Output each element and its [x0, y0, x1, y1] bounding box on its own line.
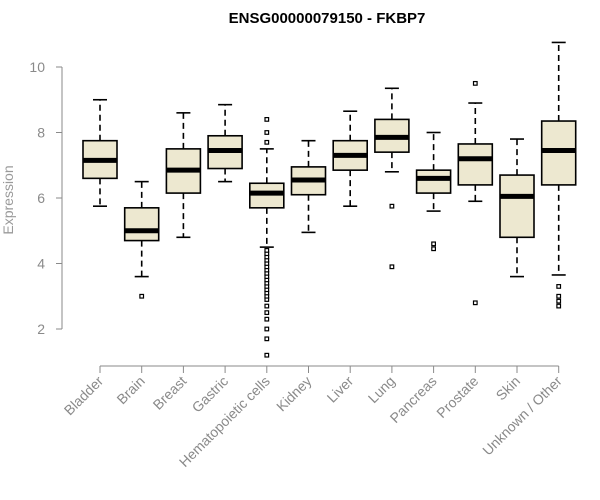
outlier-point	[264, 316, 270, 322]
box-gastric	[207, 103, 243, 183]
outlier-point	[556, 293, 562, 299]
y-tick-label: 6	[37, 190, 45, 206]
y-tick-label: 2	[37, 321, 45, 337]
boxes-layer	[82, 41, 577, 358]
box-prostate	[457, 80, 494, 306]
outlier-point	[556, 284, 562, 289]
y-tick-label: 4	[37, 256, 45, 272]
box-pancreas	[415, 131, 452, 252]
box-liver	[332, 110, 369, 207]
outlier-point	[264, 303, 270, 309]
chart-title: ENSG00000079150 - FKBP7	[229, 10, 426, 27]
outlier-point	[264, 336, 270, 342]
outlier-point	[264, 326, 270, 332]
box-unknown-other	[540, 41, 577, 309]
x-tick-label: Unknown / Other	[479, 373, 565, 459]
x-tick-label: Lung	[365, 373, 398, 406]
outlier-point	[139, 293, 145, 299]
outlier-point	[264, 130, 270, 135]
y-axis-label: Expression	[0, 165, 16, 234]
outlier-point	[264, 248, 270, 253]
outlier-point	[431, 246, 436, 252]
outlier-point	[556, 303, 562, 309]
box-bladder	[82, 98, 118, 207]
outlier-point	[389, 203, 395, 209]
box-brain	[123, 180, 160, 299]
x-tick-label: Kidney	[273, 373, 315, 415]
outlier-point	[264, 139, 270, 145]
box-iqr	[499, 174, 535, 239]
outlier-point	[431, 241, 436, 247]
x-tick-label: Liver	[324, 373, 357, 406]
box-iqr	[123, 207, 160, 242]
x-tick-label: Brain	[113, 373, 147, 407]
outlier-point	[264, 116, 270, 122]
box-breast	[165, 112, 202, 239]
outlier-point	[472, 80, 478, 86]
x-tick-label: Breast	[150, 373, 190, 413]
box-hematopoietic-cells	[249, 116, 285, 358]
box-lung	[374, 87, 410, 270]
x-tick-label: Prostate	[433, 373, 481, 421]
outlier-point	[264, 352, 270, 358]
outlier-point	[472, 300, 478, 306]
box-iqr	[415, 169, 452, 194]
y-tick-label: 10	[29, 59, 45, 75]
outlier-point	[264, 310, 270, 316]
x-tick-label: Skin	[493, 373, 524, 404]
box-kidney	[290, 139, 327, 234]
outlier-point	[556, 298, 562, 304]
y-axis: 2 4 6 8 10	[29, 59, 63, 337]
box-iqr	[457, 143, 494, 186]
x-tick-label: Bladder	[61, 373, 107, 419]
y-tick-label: 8	[37, 125, 45, 141]
box-skin	[499, 138, 535, 278]
outlier-point	[389, 264, 395, 270]
